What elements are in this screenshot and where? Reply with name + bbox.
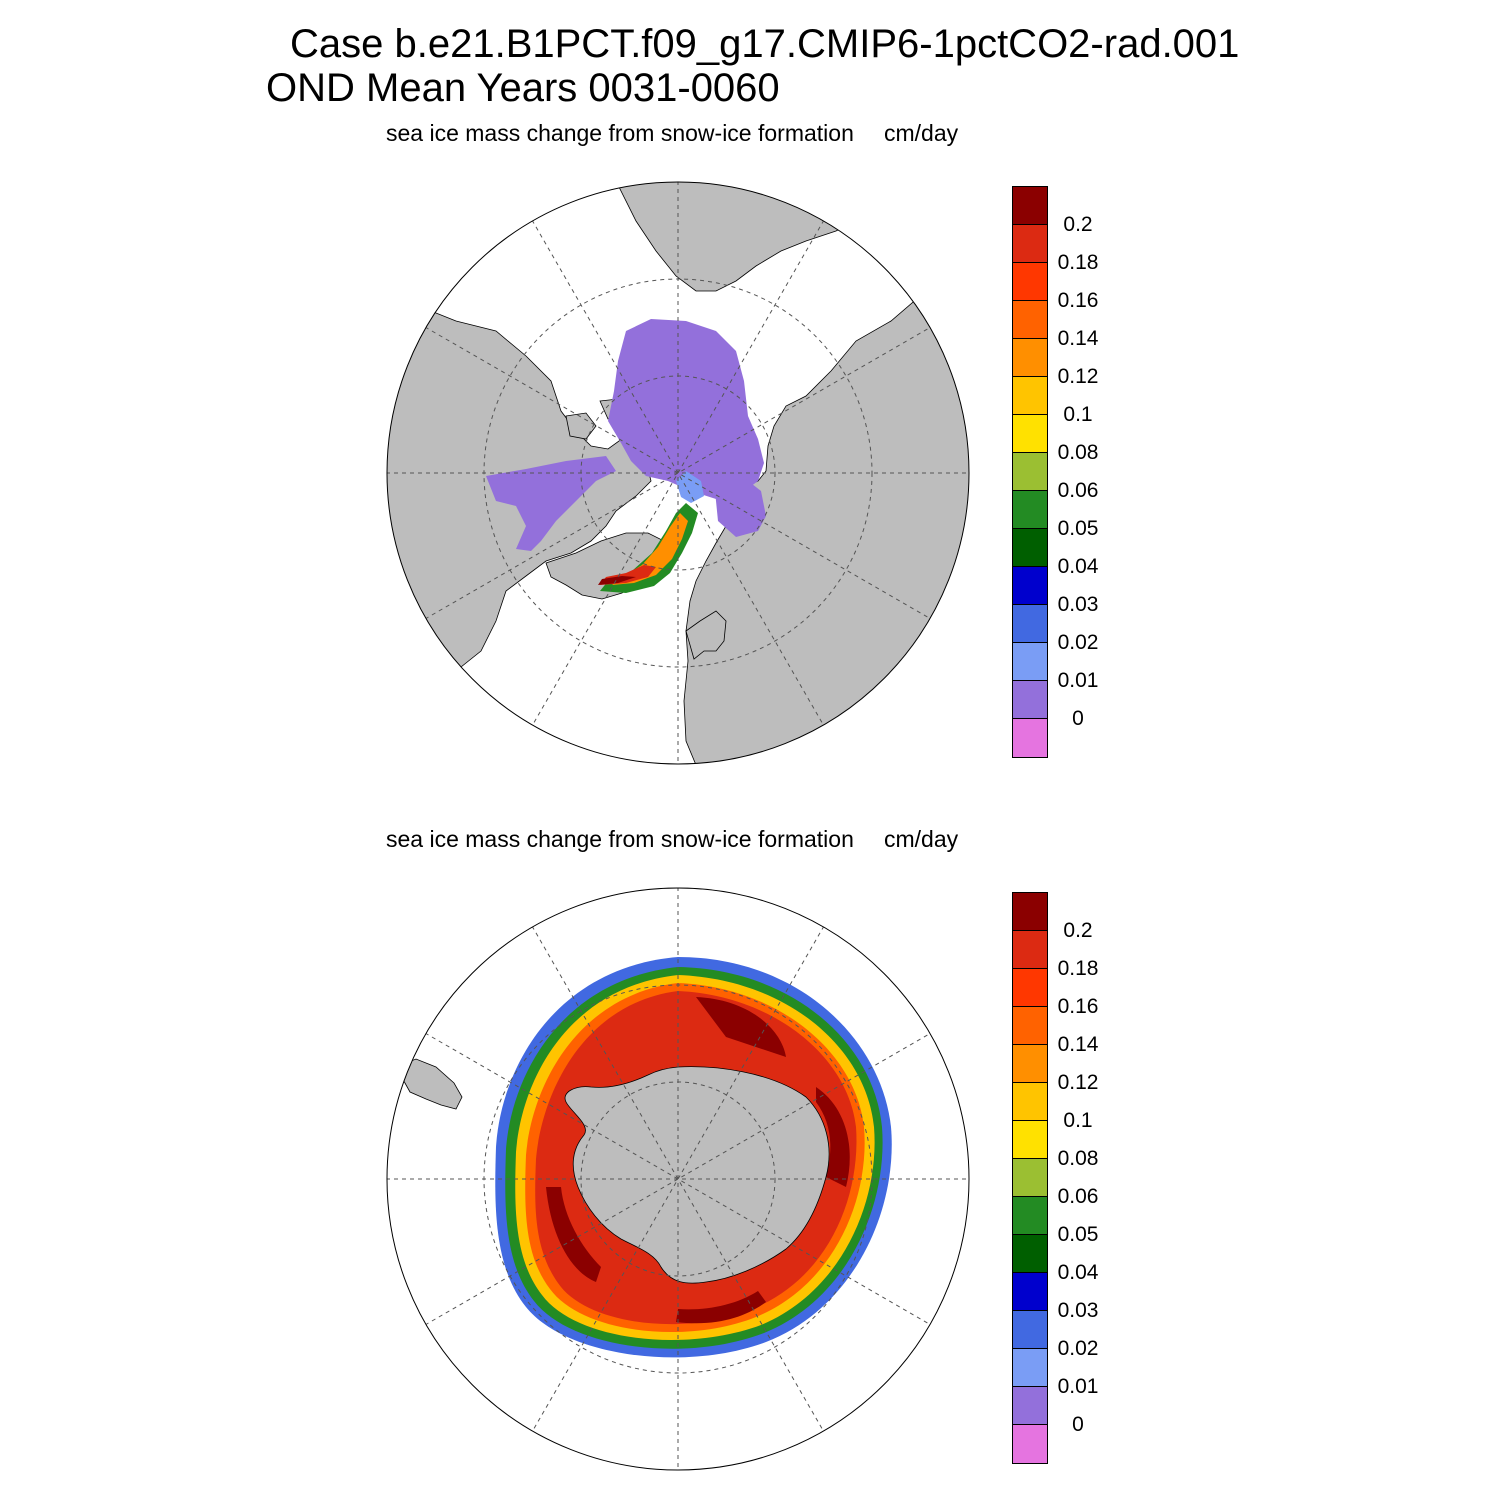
south-colorbar-swatch — [1013, 1425, 1047, 1463]
north-colorbar-swatch — [1013, 643, 1047, 681]
south-colorbar-tick-label: 0.1 — [1063, 1109, 1093, 1132]
south-colorbar-swatch — [1013, 1311, 1047, 1349]
north-colorbar-tick-label: 0.08 — [1057, 441, 1099, 464]
south-colorbar-swatch — [1013, 1197, 1047, 1235]
north-colorbar-swatch — [1013, 605, 1047, 643]
south-panel-label: sea ice mass change from snow-ice format… — [386, 826, 854, 852]
north-colorbar-tick-label: 0.04 — [1057, 555, 1099, 578]
north-colorbar-tick-label: 0.01 — [1057, 669, 1099, 692]
south-colorbar-swatch — [1013, 969, 1047, 1007]
north-colorbar-tick-label: 0.16 — [1057, 289, 1099, 312]
south-panel-units: cm/day — [884, 826, 959, 852]
south-colorbar-tick-label: 0 — [1072, 1413, 1084, 1436]
north-colorbar-tick-label: 0.18 — [1057, 251, 1099, 274]
south-colorbar-tick-label: 0.01 — [1057, 1375, 1099, 1398]
south-graticule — [387, 888, 969, 1470]
north-colorbar-swatch — [1013, 263, 1047, 301]
north-panel-label: sea ice mass change from snow-ice format… — [386, 120, 854, 146]
south-colorbar-tick-label: 0.02 — [1057, 1337, 1099, 1360]
south-polar-map — [386, 887, 970, 1471]
north-colorbar-swatch — [1013, 187, 1047, 225]
north-colorbar-swatch — [1013, 567, 1047, 605]
north-colorbar-swatch — [1013, 491, 1047, 529]
south-colorbar-swatch — [1013, 1273, 1047, 1311]
north-colorbar-tick-label: 0 — [1072, 707, 1084, 730]
north-colorbar — [1012, 186, 1048, 758]
north-colorbar-swatch — [1013, 681, 1047, 719]
south-america-land — [395, 1058, 463, 1110]
north-sea-ice — [486, 319, 766, 593]
north-colorbar-swatch — [1013, 529, 1047, 567]
north-colorbar-tick-label: 0.06 — [1057, 479, 1099, 502]
north-colorbar-tick-label: 0.2 — [1063, 213, 1093, 236]
south-colorbar-tick-label: 0.2 — [1063, 919, 1093, 942]
north-colorbar-swatch — [1013, 415, 1047, 453]
south-map-border — [386, 887, 970, 1471]
south-colorbar-tick-label: 0.05 — [1057, 1223, 1099, 1246]
south-colorbar-swatch — [1013, 1387, 1047, 1425]
south-colorbar-tick-label: 0.08 — [1057, 1147, 1099, 1170]
north-colorbar-swatch — [1013, 301, 1047, 339]
south-colorbar-swatch — [1013, 893, 1047, 931]
north-graticule — [387, 182, 969, 764]
north-panel-units: cm/day — [884, 120, 959, 146]
north-colorbar-swatch — [1013, 453, 1047, 491]
south-colorbar-tick-label: 0.12 — [1057, 1071, 1099, 1094]
south-colorbar — [1012, 892, 1048, 1464]
south-colorbar-swatch — [1013, 1349, 1047, 1387]
north-colorbar-swatch — [1013, 225, 1047, 263]
south-colorbar-tick-label: 0.14 — [1057, 1033, 1099, 1056]
north-colorbar-tick-label: 0.1 — [1063, 403, 1093, 426]
south-colorbar-swatch — [1013, 1235, 1047, 1273]
south-colorbar-tick-label: 0.16 — [1057, 995, 1099, 1018]
north-colorbar-tick-label: 0.14 — [1057, 327, 1099, 350]
north-colorbar-swatch — [1013, 339, 1047, 377]
figure-title-period: OND Mean Years 0031-0060 — [266, 66, 780, 110]
north-colorbar-swatch — [1013, 377, 1047, 415]
south-colorbar-swatch — [1013, 1007, 1047, 1045]
figure-title-case: Case b.e21.B1PCT.f09_g17.CMIP6-1pctCO2-r… — [290, 22, 1240, 66]
south-colorbar-tick-label: 0.18 — [1057, 957, 1099, 980]
north-colorbar-tick-label: 0.02 — [1057, 631, 1099, 654]
south-colorbar-swatch — [1013, 1045, 1047, 1083]
south-colorbar-tick-label: 0.06 — [1057, 1185, 1099, 1208]
south-colorbar-tick-label: 0.04 — [1057, 1261, 1099, 1284]
south-colorbar-swatch — [1013, 931, 1047, 969]
north-colorbar-tick-label: 0.05 — [1057, 517, 1099, 540]
south-colorbar-swatch — [1013, 1083, 1047, 1121]
south-colorbar-swatch — [1013, 1121, 1047, 1159]
antarctica-land — [564, 1066, 830, 1284]
north-map-border — [386, 181, 970, 765]
north-polar-map — [386, 181, 970, 765]
north-colorbar-tick-label: 0.12 — [1057, 365, 1099, 388]
north-colorbar-tick-label: 0.03 — [1057, 593, 1099, 616]
south-colorbar-swatch — [1013, 1159, 1047, 1197]
north-colorbar-swatch — [1013, 719, 1047, 757]
south-colorbar-tick-label: 0.03 — [1057, 1299, 1099, 1322]
